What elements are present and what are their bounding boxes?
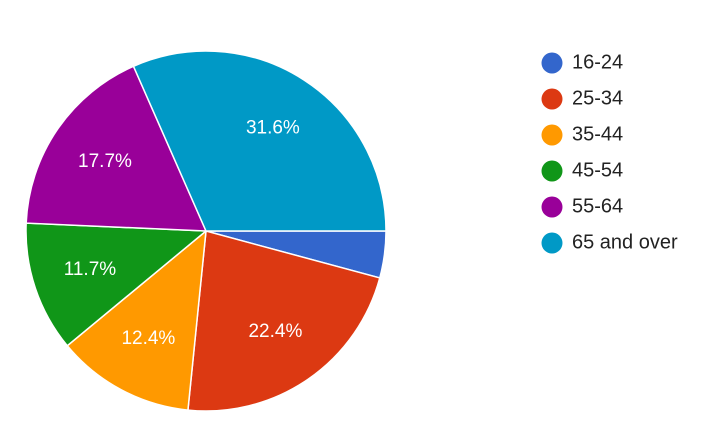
slice-label: 31.6% <box>246 118 300 139</box>
legend-swatch <box>541 52 563 74</box>
slice-label: 17.7% <box>78 151 132 172</box>
legend-label: 35-44 <box>572 123 623 145</box>
legend-swatch <box>541 88 563 110</box>
legend-label: 55-64 <box>572 195 623 217</box>
pie-slice <box>25 222 208 347</box>
legend-swatch <box>541 232 563 254</box>
pie-slice <box>187 230 381 412</box>
slice-label: 22.4% <box>248 321 302 342</box>
legend-swatch <box>541 160 563 182</box>
legend-label: 45-54 <box>572 159 623 181</box>
legend-label: 16-24 <box>572 51 623 73</box>
legend-swatch <box>541 196 563 218</box>
legend-label: 65 and over <box>572 231 678 253</box>
pie-slice <box>66 229 207 411</box>
legend-swatch <box>541 124 563 146</box>
slice-label: 11.7% <box>64 259 117 280</box>
slice-label: 12.4% <box>121 328 175 349</box>
pie-slice <box>25 65 208 232</box>
legend-label: 25-34 <box>572 87 623 109</box>
pie-slice <box>132 50 387 232</box>
